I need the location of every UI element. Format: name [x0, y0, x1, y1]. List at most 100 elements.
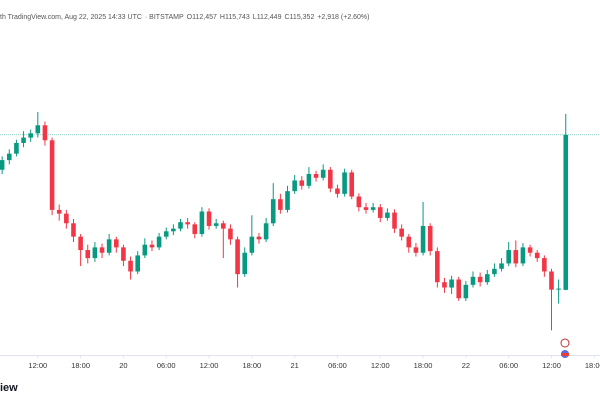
- event-icons: [560, 338, 570, 358]
- candle-body: [363, 207, 369, 210]
- candle-body: [228, 228, 233, 240]
- candle-body: [270, 199, 276, 224]
- candle-body: [185, 222, 190, 225]
- candle-body: [477, 276, 483, 283]
- candle-body: [435, 251, 440, 283]
- candle-body: [299, 180, 305, 186]
- x-tick-label: 06:00: [157, 361, 176, 370]
- candle-body: [520, 247, 526, 264]
- candle-body: [328, 169, 333, 189]
- candle-body: [142, 244, 148, 256]
- x-tick-label: 12:00: [200, 361, 219, 370]
- candle-body: [28, 133, 33, 138]
- candle-body: [542, 258, 547, 272]
- x-tick-label: 12:00: [371, 361, 390, 370]
- header: th TradingView.com, Aug 22, 2025 14:33 U…: [0, 14, 370, 21]
- candle-body: [413, 247, 419, 253]
- candle-body: [385, 212, 390, 218]
- candle-body: [49, 140, 55, 210]
- candle-body: [113, 239, 119, 248]
- candle-body: [242, 252, 248, 275]
- candle-body: [392, 212, 397, 229]
- candle-body: [335, 188, 340, 194]
- candle-body: [106, 239, 112, 253]
- candle-body: [171, 228, 176, 232]
- candle-body: [563, 134, 569, 290]
- candle-body: [377, 207, 383, 218]
- candle-body: [484, 274, 490, 283]
- candle-body: [128, 260, 133, 272]
- candle-body: [149, 244, 155, 248]
- header-text: · BITSTAMP: [145, 14, 184, 21]
- header-text: C: [284, 14, 289, 21]
- candle-body: [342, 172, 347, 194]
- candle-body: [449, 279, 454, 288]
- header-text: 115,352: [290, 14, 315, 21]
- candle-body: [163, 231, 169, 237]
- candle-body: [213, 223, 219, 226]
- candle-body: [256, 236, 262, 240]
- header-text: H: [220, 14, 225, 21]
- header-text: 112,449: [257, 14, 282, 21]
- candle-body: [556, 288, 561, 290]
- candle-body: [99, 247, 105, 253]
- header-text: 112,457: [192, 14, 217, 21]
- candle-body: [121, 247, 126, 261]
- candle-body: [71, 223, 76, 237]
- header-text: O: [187, 14, 193, 21]
- candle-body: [35, 125, 41, 134]
- candle-body: [406, 236, 412, 248]
- x-tick-label: 18:00: [414, 361, 433, 370]
- candle-body: [6, 153, 12, 161]
- candle-body: [499, 263, 504, 269]
- candle-body: [135, 255, 140, 272]
- candle-body: [0, 160, 5, 170]
- candle-body: [92, 247, 98, 259]
- candle-body: [42, 125, 48, 141]
- x-tick-label: 18:00: [585, 361, 600, 370]
- candle-body: [506, 250, 511, 264]
- x-tick-label: 22: [462, 361, 470, 370]
- candle-body: [427, 225, 433, 252]
- header-text: 115,743: [225, 14, 250, 21]
- x-tick-label: 06:00: [499, 361, 518, 370]
- header-text: +2,918 (+2.60%): [317, 14, 369, 21]
- candle-body: [192, 224, 198, 234]
- candle-body: [78, 236, 83, 251]
- x-tick-label: 21: [290, 361, 298, 370]
- candle-body: [456, 279, 462, 299]
- candle-body: [463, 284, 469, 299]
- candle-body: [249, 236, 255, 253]
- candle-body: [492, 268, 497, 275]
- candle-body: [285, 191, 290, 210]
- candle-body: [235, 239, 240, 275]
- logo-text: iew: [0, 382, 18, 394]
- x-tick-label: 06:00: [328, 361, 347, 370]
- candle-body: [306, 174, 312, 186]
- candle-body: [14, 142, 19, 154]
- candle-body: [442, 282, 447, 288]
- candle-body: [370, 207, 376, 210]
- candle-body: [420, 225, 426, 253]
- candle-body: [534, 252, 540, 259]
- candle-body: [356, 196, 362, 208]
- candle-body: [221, 223, 226, 229]
- candle-body: [263, 223, 269, 240]
- x-tick-label: 18:00: [71, 361, 90, 370]
- candle-body: [399, 228, 404, 237]
- x-tick-label: 12:00: [28, 361, 47, 370]
- header-text: L: [253, 14, 257, 21]
- x-tick-label: 18:00: [242, 361, 261, 370]
- candle-body: [21, 137, 26, 143]
- header-text: th TradingView.com, Aug 22, 2025 14:33 U…: [0, 14, 142, 21]
- candle-body: [56, 209, 62, 214]
- candle-body: [320, 169, 326, 178]
- candle-body: [470, 276, 476, 285]
- candle-body: [206, 211, 212, 226]
- candle-body: [313, 174, 319, 178]
- candle-body: [64, 213, 69, 224]
- candle-body: [292, 180, 297, 192]
- x-tick-label: 20: [119, 361, 127, 370]
